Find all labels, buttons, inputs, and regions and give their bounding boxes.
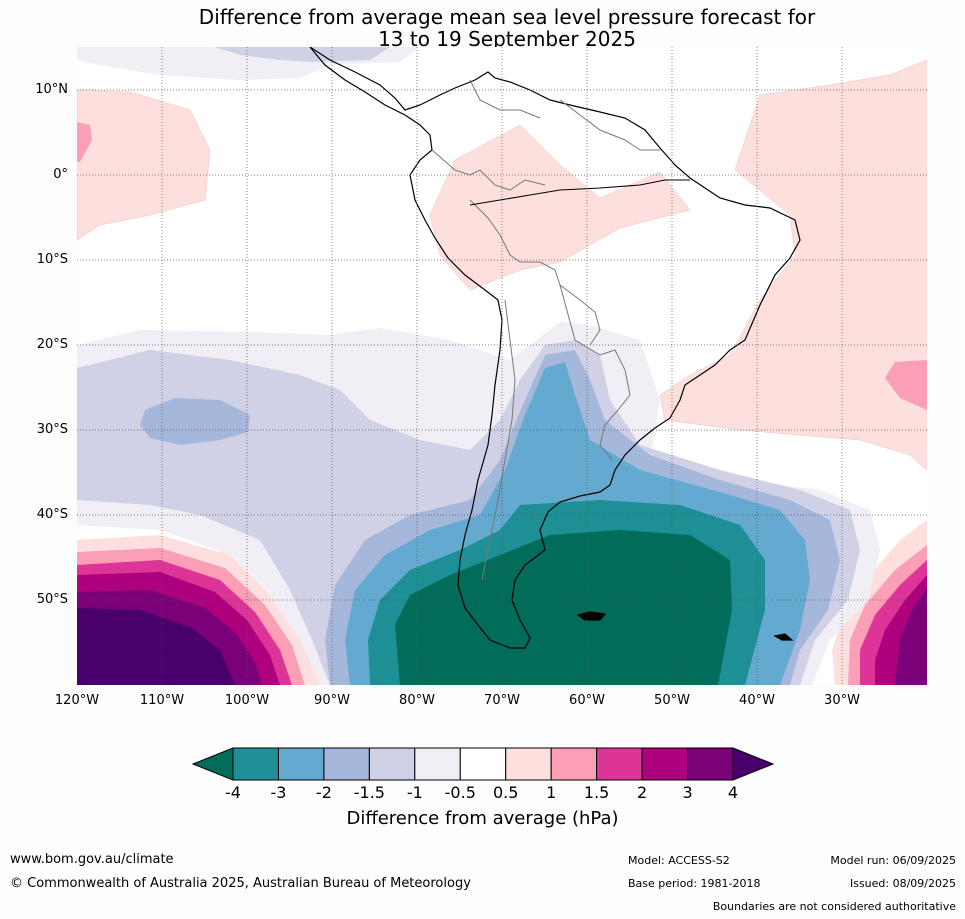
colorbar-tick-label: 1.5 (583, 783, 610, 802)
lat-label-30S: 30°S (36, 422, 68, 437)
pink-region-amazon (429, 124, 691, 291)
colorbar-cell (232, 747, 279, 781)
colorbar-tick-label: -1 (406, 783, 423, 802)
boundaries-disclaimer: Boundaries are not considered authoritat… (712, 900, 956, 913)
falkland-islands (576, 611, 607, 621)
south-america-coastline (309, 47, 801, 649)
border-peru-brazil (469, 199, 521, 263)
band-over4-southwest-pacific (77, 608, 235, 685)
map-title-line2: 13 to 19 September 2025 (378, 27, 636, 51)
border-paraguay (559, 284, 631, 411)
model-name: Model: ACCESS-S2 (628, 854, 730, 867)
colorbar-cell (323, 747, 370, 781)
lat-label-10S: 10°S (36, 252, 68, 267)
colorbar-label: Difference from average (hPa) (346, 808, 619, 829)
lon-label-30W: 30°W (824, 693, 860, 708)
colorbar-tick-label: 2 (636, 783, 648, 802)
colorbar-tick-label: 1 (546, 783, 557, 802)
positive-anomaly-shading (77, 59, 927, 685)
colorbar-tick-label: 0.5 (492, 783, 519, 802)
border-bolivia (520, 261, 601, 346)
lat-label-10N: 10°N (35, 82, 68, 97)
colorbar-tick-label: 4 (727, 783, 739, 802)
lat-label-20S: 20°S (36, 337, 68, 352)
lat-label-0: 0° (53, 167, 68, 182)
band-4-southeast-atlantic (895, 588, 927, 685)
lon-label-120W: 120°W (54, 693, 100, 708)
colorbar-cell (414, 747, 461, 781)
band-minus1.5-pacific (140, 398, 250, 445)
colorbar-cell (459, 747, 507, 781)
lon-label-100W: 100°W (224, 693, 270, 708)
lon-label-60W: 60°W (569, 693, 605, 708)
colorbar-over-triangle (732, 747, 775, 781)
border-venezuela (469, 79, 541, 119)
pink-region-atlantic (659, 59, 927, 471)
website-link[interactable]: www.bom.gov.au/climate (10, 852, 174, 867)
lon-label-90W: 90°W (314, 693, 350, 708)
colorbar-cell (505, 747, 552, 781)
colorbar-tick-label: -0.5 (444, 783, 476, 802)
colorbar-tick-label: -4 (225, 783, 241, 802)
base-period: Base period: 1981-2018 (628, 877, 761, 890)
negative-anomaly-shading (77, 47, 880, 685)
colorbar-tick-label: 3 (682, 783, 693, 802)
colorbar-cell (687, 747, 734, 781)
lat-label-50S: 50°S (36, 592, 68, 607)
lon-label-40W: 40°W (739, 693, 775, 708)
band-minus1-north (215, 47, 390, 62)
lon-label-80W: 80°W (399, 693, 435, 708)
map-area (77, 47, 927, 685)
band-minus4-south (395, 530, 732, 685)
map-title-line1: Difference from average mean sea level p… (198, 5, 816, 29)
lon-label-110W: 110°W (139, 693, 185, 708)
colorbar-cell (641, 747, 689, 781)
colorbar-cell (277, 747, 325, 781)
colorbar-cell (596, 747, 643, 781)
border-guianas (559, 99, 660, 151)
south-georgia (773, 633, 794, 641)
colorbar-cells (232, 747, 734, 781)
lon-label-70W: 70°W (484, 693, 520, 708)
country-borders (431, 79, 660, 581)
pink-region-pacific-equatorial (77, 89, 211, 241)
pink-core-pacific (77, 122, 92, 162)
colorbar-under-triangle (191, 747, 234, 781)
border-chile-argentina (481, 299, 516, 581)
graticule (77, 47, 927, 685)
lon-label-50W: 50°W (654, 693, 690, 708)
colorbar-cell (550, 747, 598, 781)
amazon-river (469, 179, 690, 206)
colorbar-tick-label: -2 (315, 783, 332, 802)
border-north-andes (431, 149, 546, 191)
colorbar-tick-label: -3 (270, 783, 287, 802)
issued-date: Issued: 08/09/2025 (849, 877, 956, 890)
colorbar-cell (368, 747, 416, 781)
border-uruguay (599, 409, 619, 461)
colorbar-tick-label: -1.5 (353, 783, 385, 802)
model-run-date: Model run: 06/09/2025 (830, 854, 956, 867)
coastline-path (309, 47, 801, 649)
copyright-text: © Commonwealth of Australia 2025, Austra… (10, 876, 471, 891)
pink-core-atlantic (885, 360, 927, 410)
lat-label-40S: 40°S (36, 507, 68, 522)
